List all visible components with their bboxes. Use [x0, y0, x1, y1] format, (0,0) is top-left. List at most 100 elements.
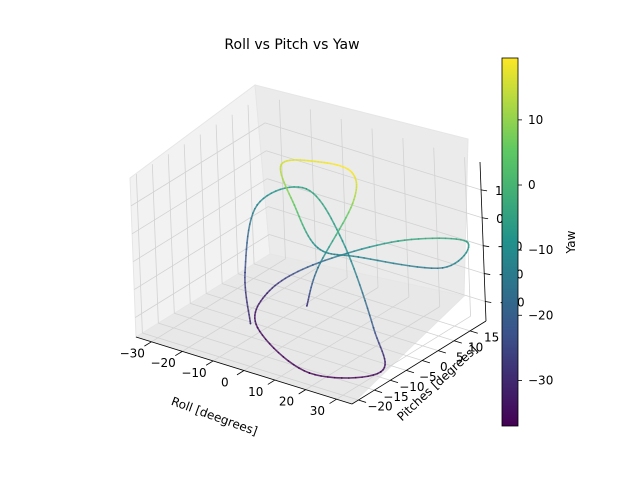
series-segment [264, 338, 271, 345]
series-segment [306, 264, 314, 268]
series-segment [333, 223, 338, 231]
y-tick-label: −20 [367, 400, 392, 414]
x-tick-mark [144, 341, 152, 347]
colorbar: −30 −20 −10 0 10 Yaw [501, 57, 578, 427]
series-segment [274, 188, 282, 192]
series-segment [319, 257, 324, 264]
series-segment [364, 299, 369, 310]
z-tick-mark [483, 245, 490, 248]
y-grid-line [183, 144, 191, 304]
series-segment [335, 228, 341, 236]
series-segment [314, 373, 322, 377]
x-tick-mark [175, 351, 183, 357]
chart-title: Roll vs Pitch vs Yaw [224, 37, 359, 53]
series-segment [273, 347, 280, 354]
z-grid-line [264, 122, 482, 191]
z-tick-mark [484, 273, 491, 275]
series-segment [370, 321, 375, 329]
series-segment [298, 367, 306, 372]
series-segment [366, 307, 371, 317]
series-segment [303, 370, 311, 374]
colorbar-tick-label: −10 [528, 243, 553, 257]
y-tick-label: 5 [456, 350, 464, 364]
series-segment [327, 212, 333, 220]
series-segment [363, 257, 372, 260]
series-segment [374, 332, 378, 339]
y-tick-label: −10 [399, 380, 424, 394]
series-segment [372, 326, 376, 334]
y-grid-line [247, 104, 255, 264]
series-segment [368, 244, 378, 248]
series-segment [341, 240, 347, 248]
series-segment [353, 268, 358, 278]
series-segment [354, 376, 363, 379]
series-point [305, 188, 308, 190]
series-point [312, 264, 314, 266]
z-tick-label: 0 [496, 212, 504, 226]
series-point [317, 266, 319, 269]
series-segment [331, 234, 337, 242]
series-point [244, 271, 246, 274]
z-tick-mark [480, 189, 488, 192]
y-grid-line [206, 293, 423, 361]
z-grid-line [130, 122, 266, 207]
z-axis-line [479, 161, 487, 322]
series-segment [312, 261, 320, 266]
y-grid-line [174, 312, 391, 381]
x-tick-mark [205, 360, 214, 366]
series-segment [328, 240, 334, 248]
y-grid-line [190, 303, 407, 371]
colorbar-tick-label: 0 [528, 178, 536, 192]
y-grid-line [142, 332, 359, 401]
series-point [249, 322, 252, 325]
x-tick-label: −30 [120, 347, 145, 361]
series-point [308, 372, 311, 374]
z-grid-line [265, 150, 483, 219]
z-grid-line [268, 206, 485, 274]
y-tick-label: −15 [383, 390, 408, 404]
z-grid-line [131, 150, 267, 235]
series-point [256, 326, 259, 329]
z-grid-line [267, 178, 484, 247]
series-segment [297, 268, 304, 273]
series-point [397, 240, 399, 242]
series-segment [350, 260, 355, 270]
series-layer [244, 159, 470, 379]
z-grid-line [269, 234, 486, 302]
series-segment [397, 239, 406, 242]
x-tick-label: 0 [221, 375, 229, 389]
series-segment [326, 376, 336, 379]
series-segment [390, 240, 399, 244]
series-segment [277, 351, 285, 358]
series-segment [308, 372, 316, 376]
series-segment [400, 263, 411, 267]
x-tick-label: 10 [248, 385, 263, 399]
series-point [280, 163, 283, 166]
x-tick-mark [298, 389, 306, 395]
series-segment [324, 257, 333, 262]
colorbar-ticks: −30 −20 −10 0 10 [518, 113, 553, 387]
series-segment [384, 261, 395, 265]
series-segment [268, 342, 275, 349]
series-segment [246, 235, 249, 244]
series-segment [252, 207, 256, 215]
series-segment [292, 270, 299, 275]
y-tick-mark [453, 340, 462, 344]
series-segment [325, 246, 330, 254]
series-segment [287, 360, 295, 366]
colorbar-tick-label: −20 [528, 308, 553, 322]
series-point [256, 203, 259, 206]
colorbar-tick-label: −30 [528, 373, 553, 387]
series-segment [376, 242, 386, 247]
series-segment [357, 256, 365, 259]
series-segment [410, 238, 420, 241]
series-segment [318, 199, 324, 205]
z-tick-mark [485, 301, 492, 303]
series-segment [359, 284, 364, 294]
series-point [357, 256, 360, 258]
series-point [266, 292, 269, 295]
series-segment [376, 337, 380, 344]
series-segment [261, 334, 267, 341]
series-point [293, 204, 296, 206]
series-point [465, 240, 468, 243]
